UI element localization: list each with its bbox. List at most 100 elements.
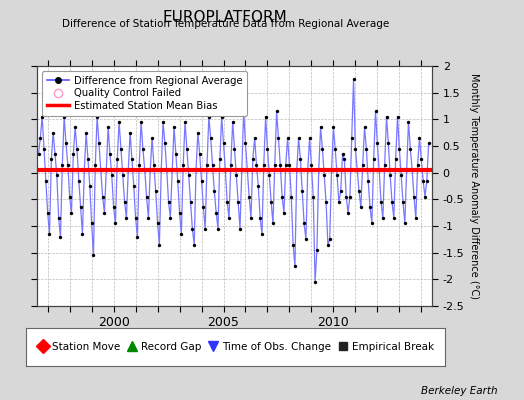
Point: [379, 215, 387, 221]
Point: [135, 162, 144, 168]
Point: [397, 172, 406, 178]
Point: [36, 135, 45, 141]
Point: [278, 194, 286, 200]
Point: [221, 167, 230, 173]
Point: [267, 199, 275, 205]
Point: [283, 135, 292, 141]
Point: [198, 178, 206, 184]
Point: [236, 226, 244, 232]
Point: [52, 172, 61, 178]
Point: [43, 210, 52, 216]
Point: [121, 199, 129, 205]
Point: [314, 167, 323, 173]
Point: [177, 231, 185, 237]
Point: [104, 124, 112, 130]
Text: Difference of Station Temperature Data from Regional Average: Difference of Station Temperature Data f…: [62, 19, 389, 29]
Point: [263, 146, 271, 152]
Point: [133, 234, 141, 240]
Point: [421, 194, 429, 200]
Point: [110, 204, 118, 210]
Point: [245, 194, 253, 200]
Point: [274, 135, 282, 141]
Legend: Difference from Regional Average, Quality Control Failed, Estimated Station Mean: Difference from Regional Average, Qualit…: [42, 71, 247, 116]
Point: [347, 135, 356, 141]
Point: [129, 183, 138, 189]
Point: [62, 140, 70, 146]
Point: [405, 119, 413, 125]
Point: [143, 194, 151, 200]
Point: [325, 236, 334, 242]
Point: [74, 178, 83, 184]
Point: [309, 194, 318, 200]
Point: [78, 231, 86, 237]
Point: [423, 178, 431, 184]
Point: [154, 220, 162, 226]
Point: [67, 210, 75, 216]
Point: [372, 108, 380, 114]
Point: [93, 114, 101, 120]
Point: [166, 215, 174, 221]
Point: [220, 140, 228, 146]
Point: [231, 146, 239, 152]
Point: [80, 167, 89, 173]
Point: [223, 199, 232, 205]
Point: [117, 146, 125, 152]
Point: [184, 172, 193, 178]
Point: [328, 167, 336, 173]
Point: [272, 108, 281, 114]
Point: [287, 194, 296, 200]
Point: [265, 172, 274, 178]
Point: [206, 135, 215, 141]
Point: [146, 167, 155, 173]
Point: [305, 135, 314, 141]
Point: [128, 156, 136, 162]
Point: [311, 279, 319, 285]
Point: [300, 220, 308, 226]
Point: [313, 247, 321, 253]
Point: [383, 114, 391, 120]
Point: [259, 162, 268, 168]
Point: [250, 135, 259, 141]
Point: [176, 210, 184, 216]
Point: [225, 215, 233, 221]
Point: [361, 124, 369, 130]
Point: [111, 220, 119, 226]
Point: [247, 215, 255, 221]
Point: [140, 167, 149, 173]
Point: [190, 242, 199, 248]
Point: [115, 119, 123, 125]
Point: [276, 162, 285, 168]
Point: [256, 215, 264, 221]
Point: [205, 114, 213, 120]
Point: [291, 263, 299, 269]
Point: [384, 140, 392, 146]
Point: [122, 215, 130, 221]
Point: [95, 140, 103, 146]
Point: [38, 114, 46, 120]
Point: [77, 204, 85, 210]
Point: [89, 252, 97, 258]
Point: [292, 167, 301, 173]
Point: [303, 167, 312, 173]
Point: [307, 162, 315, 168]
Point: [66, 194, 74, 200]
Point: [210, 188, 219, 194]
Text: EUROPLATFORM: EUROPLATFORM: [163, 10, 288, 25]
Point: [357, 204, 365, 210]
Point: [324, 242, 332, 248]
Point: [132, 215, 140, 221]
Point: [199, 204, 208, 210]
Point: [106, 151, 114, 157]
Point: [417, 156, 425, 162]
Point: [47, 156, 56, 162]
Legend: Station Move, Record Gap, Time of Obs. Change, Empirical Break: Station Move, Record Gap, Time of Obs. C…: [34, 339, 438, 355]
Point: [248, 156, 257, 162]
Point: [170, 124, 178, 130]
Point: [203, 162, 211, 168]
Point: [342, 194, 351, 200]
Point: [183, 146, 191, 152]
Point: [148, 135, 156, 141]
Point: [390, 215, 398, 221]
Point: [377, 199, 385, 205]
Point: [285, 162, 293, 168]
